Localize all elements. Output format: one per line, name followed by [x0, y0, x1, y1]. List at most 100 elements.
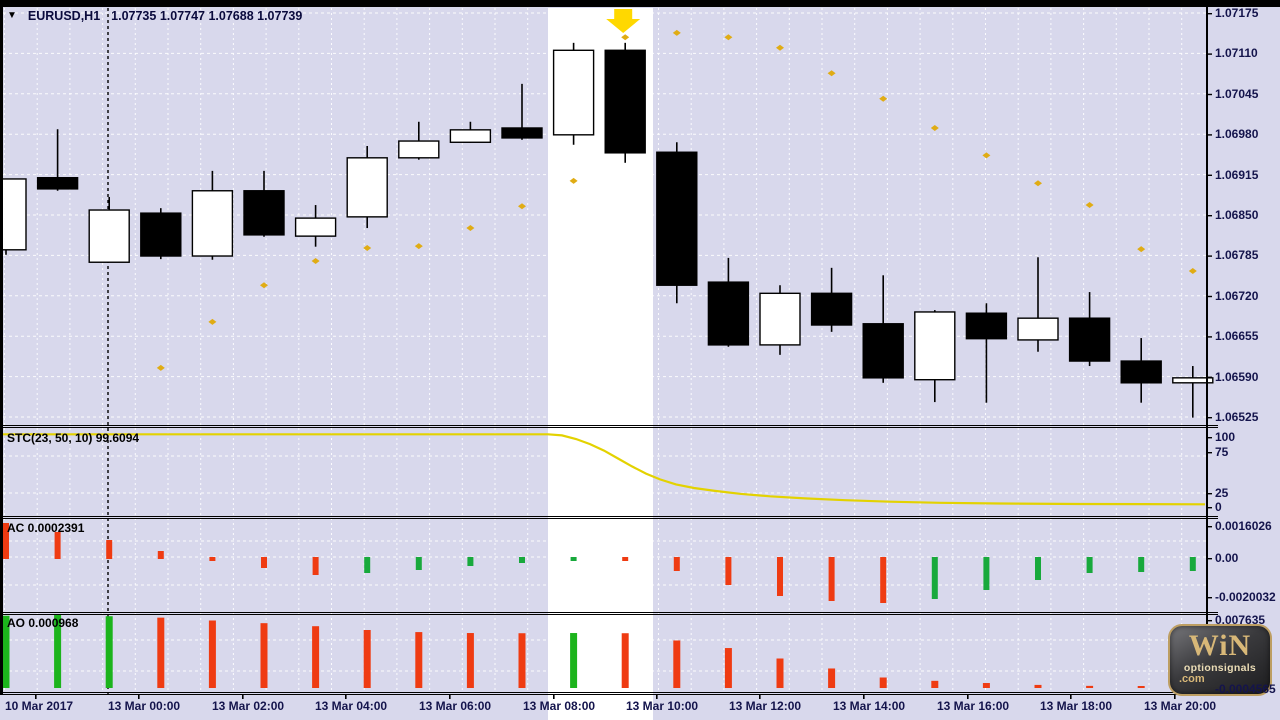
price-axis-label: 1.07110 [1215, 46, 1258, 61]
ao-bar [1086, 685, 1094, 688]
time-axis-tick [863, 694, 865, 699]
price-axis-border [1206, 7, 1208, 695]
price-axis-label: 1.06655 [1215, 329, 1259, 344]
time-axis-label: 13 Mar 06:00 [419, 699, 492, 713]
pane-separator[interactable] [0, 692, 1218, 693]
ao-bar [2, 615, 10, 688]
ao-bar [466, 633, 474, 688]
ao-indicator-label: AO 0.000968 [7, 616, 79, 630]
pane-separator[interactable] [0, 612, 1218, 613]
price-axis-label: 1.06720 [1215, 288, 1259, 303]
sar-dot-icon [414, 243, 423, 250]
indicator-axis-label: -0.0004565 [1215, 682, 1276, 696]
price-axis-tick [1206, 336, 1212, 338]
ac-bar [570, 557, 577, 561]
sar-dot-icon [569, 177, 578, 184]
ao-bar [724, 648, 732, 688]
time-axis-label: 13 Mar 12:00 [729, 699, 802, 713]
price-axis-tick [1206, 13, 1212, 15]
indicator-axis-label: 0.007635 [1215, 613, 1266, 627]
time-axis-label: 13 Mar 16:00 [937, 699, 1010, 713]
time-axis-tick [759, 694, 761, 699]
price-axis-tick [1206, 295, 1212, 298]
pane-separator[interactable] [0, 518, 1218, 519]
price-axis-tick [1206, 255, 1212, 257]
candle-body [1172, 377, 1214, 384]
candle-body [1120, 360, 1162, 384]
ao-bar [54, 614, 62, 688]
price-axis-tick [1206, 417, 1212, 419]
price-axis-label: 1.07175 [1215, 6, 1259, 20]
ac-bar [106, 540, 113, 559]
candle-body [0, 178, 27, 251]
ao-bar [982, 683, 990, 688]
ac-bar [54, 532, 61, 559]
ac-bar [415, 557, 422, 570]
sar-dot-icon [208, 318, 217, 325]
pane-separator[interactable] [0, 516, 1218, 517]
chart-title: ▼ EURUSD,H1 1.07735 1.07747 1.07688 1.07… [7, 9, 302, 23]
price-axis-label: 1.06525 [1215, 410, 1259, 424]
ao-bar [208, 620, 216, 688]
sar-dot-icon [776, 44, 784, 51]
candle-body [140, 212, 182, 257]
pane-separator[interactable] [0, 427, 1218, 428]
indicator-axis-label: 0.00 [1215, 551, 1239, 565]
candle-body [656, 151, 698, 286]
pane-separator[interactable] [0, 694, 1218, 695]
sar-dot-icon [1034, 180, 1042, 187]
watermark-logo-text: WiN [1188, 629, 1252, 662]
candle-body [759, 292, 801, 346]
time-axis-tick [242, 694, 244, 699]
pane-separator[interactable] [0, 425, 1218, 426]
sar-dot-icon [1188, 267, 1197, 274]
time-axis-label: 13 Mar 02:00 [212, 699, 285, 713]
candle-body [604, 49, 646, 154]
candle-body [88, 209, 130, 263]
pane-separator[interactable] [0, 614, 1218, 615]
ao-bar [828, 668, 836, 688]
ao-bar [518, 633, 526, 688]
sar-dot-icon [363, 244, 372, 251]
price-axis-tick [1206, 53, 1212, 55]
time-axis-tick [967, 694, 969, 699]
symbol-timeframe-label: EURUSD,H1 [27, 9, 101, 23]
time-axis-tick [345, 694, 347, 699]
price-axis-tick [1206, 376, 1212, 378]
ac-bar [725, 557, 732, 585]
ac-bar [983, 557, 990, 590]
ao-bar [673, 640, 681, 688]
candle-body [501, 127, 543, 139]
price-axis-label: 1.06980 [1215, 127, 1259, 142]
indicator-axis-label: 25 [1215, 486, 1229, 500]
candle-body [810, 292, 853, 326]
sar-dot-icon [156, 364, 165, 371]
ao-bar [312, 626, 320, 688]
sar-dot-icon [1137, 246, 1146, 253]
price-axis-label: 1.07045 [1215, 86, 1259, 101]
price-axis-tick [1206, 134, 1212, 136]
indicator-axis-label: 0 [1215, 500, 1222, 514]
sar-dot-icon [1085, 202, 1094, 209]
indicator-axis-label: 0.0016026 [1215, 519, 1272, 533]
candle-body [1017, 317, 1059, 341]
ac-bar [931, 557, 938, 599]
candle-body [965, 312, 1008, 340]
ac-bar [261, 557, 267, 568]
left-border [0, 7, 3, 695]
ao-bar [1034, 684, 1042, 688]
time-axis-label: 13 Mar 10:00 [626, 699, 699, 713]
price-axis-tick [1206, 93, 1212, 96]
ac-bar [519, 557, 525, 563]
ac-bar [467, 557, 474, 566]
candle-body [914, 311, 956, 381]
candle-body [398, 140, 440, 159]
indicator-axis-tick [1206, 526, 1212, 528]
time-axis-tick [138, 694, 140, 699]
indicator-axis-tick [1206, 597, 1212, 599]
ac-bar [364, 557, 371, 573]
symbol-dropdown-icon[interactable]: ▼ [7, 10, 17, 21]
candle-body [707, 281, 750, 346]
